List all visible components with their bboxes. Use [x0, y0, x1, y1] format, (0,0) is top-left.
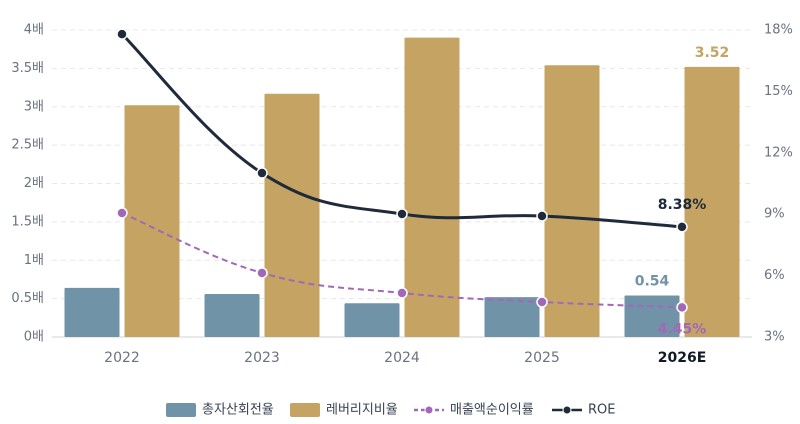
x-tick-label: 2024: [384, 350, 420, 366]
y2-tick-label: 9%: [764, 207, 785, 222]
y-tick-label: 0.5배: [11, 291, 44, 306]
legend-swatch: [166, 403, 196, 417]
bar: [64, 287, 120, 337]
point: [396, 208, 408, 220]
bar: [684, 66, 740, 337]
bar: [484, 297, 540, 337]
x-tick-label: 2025: [524, 350, 560, 366]
legend-item: 총자산회전율: [166, 403, 274, 418]
y-tick-label: 1.5배: [11, 214, 44, 229]
y2-tick-label: 3%: [764, 330, 785, 345]
legend-dot: [562, 405, 572, 415]
point: [256, 167, 268, 179]
bar: [204, 294, 260, 337]
x-tick-label: 2026E: [658, 350, 707, 366]
legend-item: 레버리지비율: [290, 403, 398, 418]
y-tick-label: 2배: [24, 176, 44, 191]
legend-label: 매출액순이익률: [450, 403, 534, 418]
y-tick-label: 1배: [24, 253, 44, 268]
legend-dot: [424, 405, 434, 415]
point: [536, 210, 548, 222]
point: [256, 267, 268, 279]
legend-item: ROE: [552, 403, 615, 418]
x-tick-label: 2023: [244, 350, 280, 366]
legend-label: 레버리지비율: [326, 403, 398, 418]
bar: [544, 65, 600, 338]
y-tick-label: 0배: [24, 330, 44, 345]
bar: [344, 303, 400, 337]
data-label: 4.45%: [658, 321, 707, 337]
point: [676, 301, 688, 314]
point: [396, 287, 408, 299]
y2-tick-label: 18%: [764, 23, 793, 38]
line: [120, 33, 683, 229]
y-tick-label: 3배: [24, 99, 44, 114]
y-tick-label: 2.5배: [11, 138, 44, 153]
y2-tick-label: 12%: [764, 145, 793, 160]
point: [536, 296, 548, 308]
bar: [124, 105, 180, 337]
bar: [264, 93, 320, 337]
y2-tick-label: 6%: [764, 268, 785, 283]
y2-tick-label: 15%: [764, 84, 793, 99]
legend-label: 총자산회전율: [202, 403, 274, 418]
legend-item: 매출액순이익률: [414, 403, 534, 418]
point: [116, 207, 128, 219]
point: [116, 28, 128, 40]
legend-swatch: [290, 403, 320, 417]
bar: [404, 37, 460, 338]
data-label: 8.38%: [658, 197, 707, 213]
x-tick-label: 2022: [104, 350, 140, 366]
y-tick-label: 3.5배: [11, 61, 44, 76]
legend-label: ROE: [588, 403, 615, 418]
data-label: 0.54: [635, 274, 670, 290]
data-label: 3.52: [695, 45, 730, 61]
point: [676, 221, 688, 233]
y-tick-label: 4배: [24, 23, 44, 38]
